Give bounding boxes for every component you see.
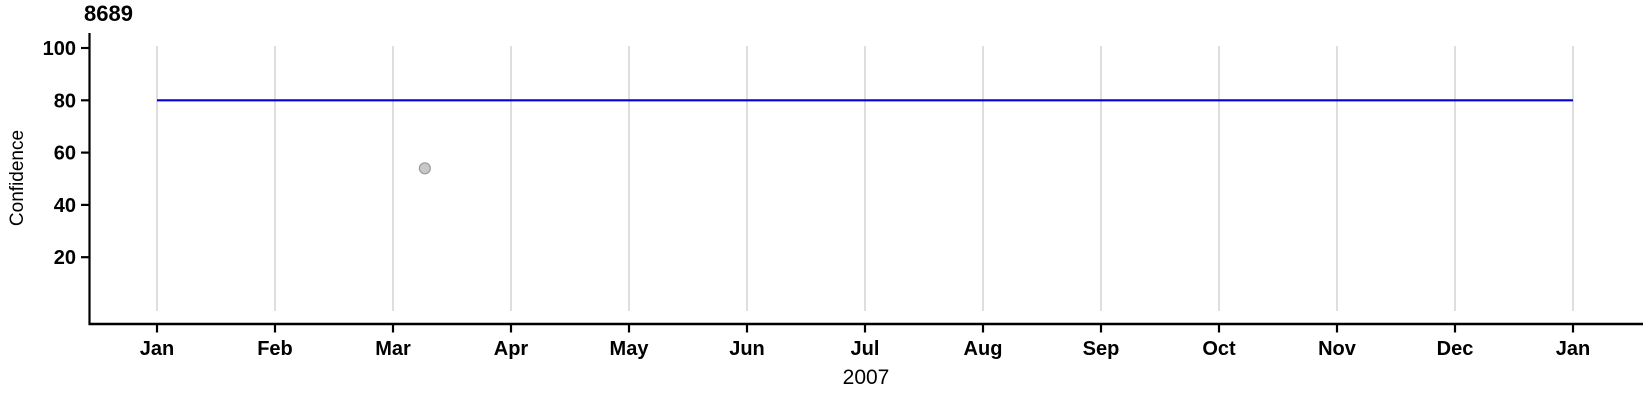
x-tick-label: Nov: [1318, 338, 1357, 360]
x-tick-label: Jan: [1556, 338, 1590, 360]
y-tick-label: 20: [54, 247, 76, 269]
x-tick-label: Oct: [1202, 338, 1236, 360]
y-tick-label: 40: [54, 195, 76, 217]
x-tick-label: Dec: [1437, 338, 1474, 360]
x-tick-label: Jan: [140, 338, 174, 360]
x-tick-label: Jul: [851, 338, 880, 360]
y-tick-label: 100: [43, 38, 76, 60]
y-tick-label: 80: [54, 90, 76, 112]
y-tick-label: 60: [54, 143, 76, 165]
x-tick-label: Sep: [1083, 338, 1120, 360]
x-tick-label: Aug: [964, 338, 1003, 360]
confidence-point: [418, 162, 431, 175]
x-tick-label: Jun: [729, 338, 765, 360]
x-tick-label: May: [610, 338, 650, 360]
chart-title: 8689: [84, 1, 133, 26]
x-tick-label: Mar: [375, 338, 411, 360]
x-axis-label: 2007: [842, 366, 890, 389]
x-tick-label: Apr: [494, 338, 529, 360]
x-tick-label: Feb: [257, 338, 293, 360]
